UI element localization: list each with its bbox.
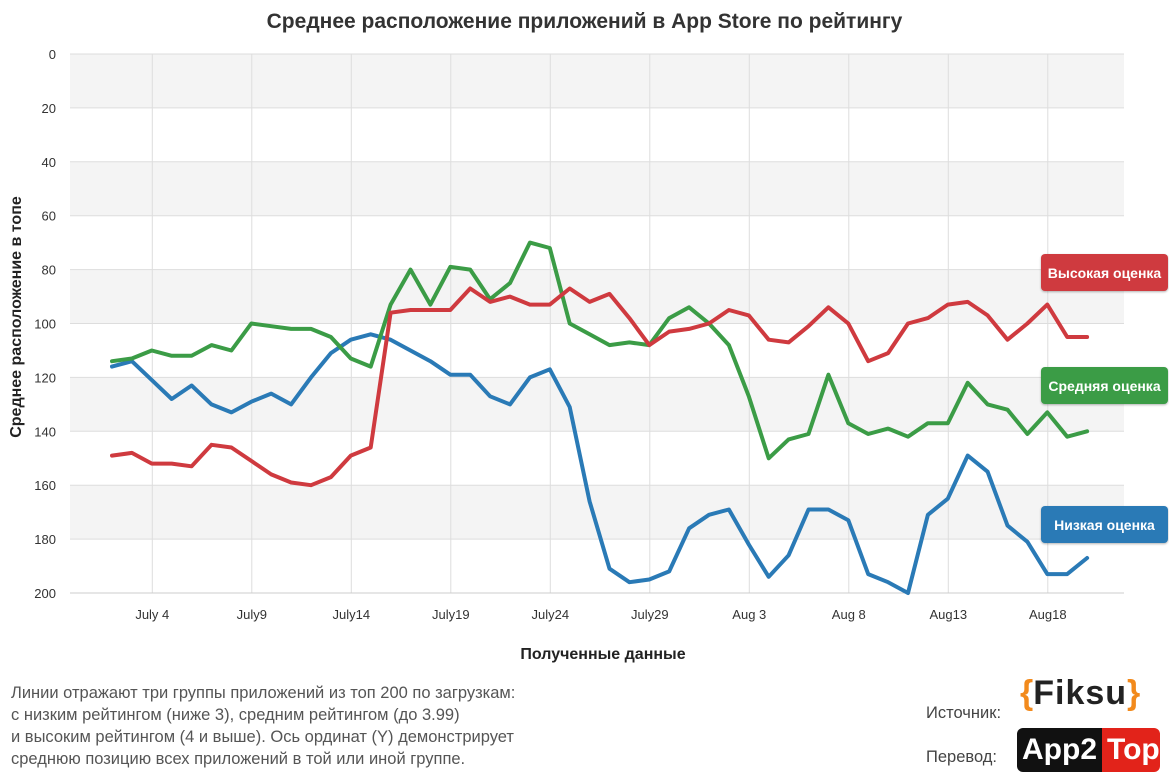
y-tick-label: 200 [34,586,56,601]
source-label: Источник: [926,704,1002,722]
x-tick-label: July29 [631,607,669,622]
y-tick-label: 140 [34,424,56,439]
fiksu-logo: {Fiksu} [1020,673,1141,712]
y-tick-label: 0 [49,47,56,62]
x-axis-ticks: July 4 July9 July14 July19 July24 July29 Aug 3… [135,607,1066,622]
y-tick-label: 40 [42,155,56,170]
plot-band [70,215,1124,270]
series-line-1 [110,240,1090,461]
fiksu-logo-text: Fiksu [1033,673,1128,712]
y-axis-label: Среднее расположение в топе [8,196,25,438]
caption-line: с низким рейтингом (ниже 3), средним рей… [11,706,460,724]
gridlines [70,53,1124,594]
y-axis-ticks: 0 20 40 60 80 100 120 140 160 180 200 [34,47,56,601]
plot-band [70,161,1124,216]
caption-line: среднюю позицию всех приложений в той ил… [11,750,466,768]
y-tick-label: 180 [34,532,56,547]
caption-line: и высоким рейтингом (4 и выше). Ось орди… [11,728,514,746]
plot-band [70,269,1124,324]
plot-band [70,107,1124,162]
x-tick-label: Aug18 [1029,607,1067,622]
x-tick-label: July19 [432,607,470,622]
app2top-logo-right: Top [1102,728,1160,772]
x-axis-label: Полученные данные [520,646,685,663]
series-line-2 [110,286,1090,488]
translation-label: Перевод: [926,748,997,766]
y-tick-label: 60 [42,209,56,224]
x-tick-label: July24 [532,607,570,622]
plot-band [70,539,1124,593]
caption-line: Линии отражают три группы приложений из … [11,684,516,702]
legend-high-rating: Высокая оценка [1041,254,1168,291]
plot-band [70,54,1124,108]
y-tick-label: 100 [34,317,56,332]
legend-low-label: Низкая оценка [1054,516,1155,533]
app2top-logo: App2 Top [1017,728,1160,772]
y-tick-label: 160 [34,478,56,493]
y-tick-label: 120 [34,370,56,385]
legend-low-rating: Низкая оценка [1041,506,1168,543]
x-tick-label: Aug 3 [732,607,766,622]
legend-high-label: Высокая оценка [1047,264,1162,281]
chart-caption: Линии отражают три группы приложений из … [11,682,571,770]
chart-title: Среднее расположение приложений в App St… [266,10,903,33]
x-tick-label: Aug 8 [832,607,866,622]
series-lines [110,240,1090,595]
legend-mid-label: Средняя оценка [1048,377,1161,394]
series-line-0 [110,332,1090,595]
app2top-logo-left: App2 [1017,728,1102,772]
y-tick-label: 20 [42,101,56,116]
x-tick-label: July 4 [135,607,169,622]
y-tick-label: 80 [42,263,56,278]
legend-mid-rating: Средняя оценка [1041,367,1168,404]
x-tick-label: July14 [333,607,371,622]
x-tick-label: July9 [237,607,267,622]
x-tick-label: Aug13 [930,607,968,622]
